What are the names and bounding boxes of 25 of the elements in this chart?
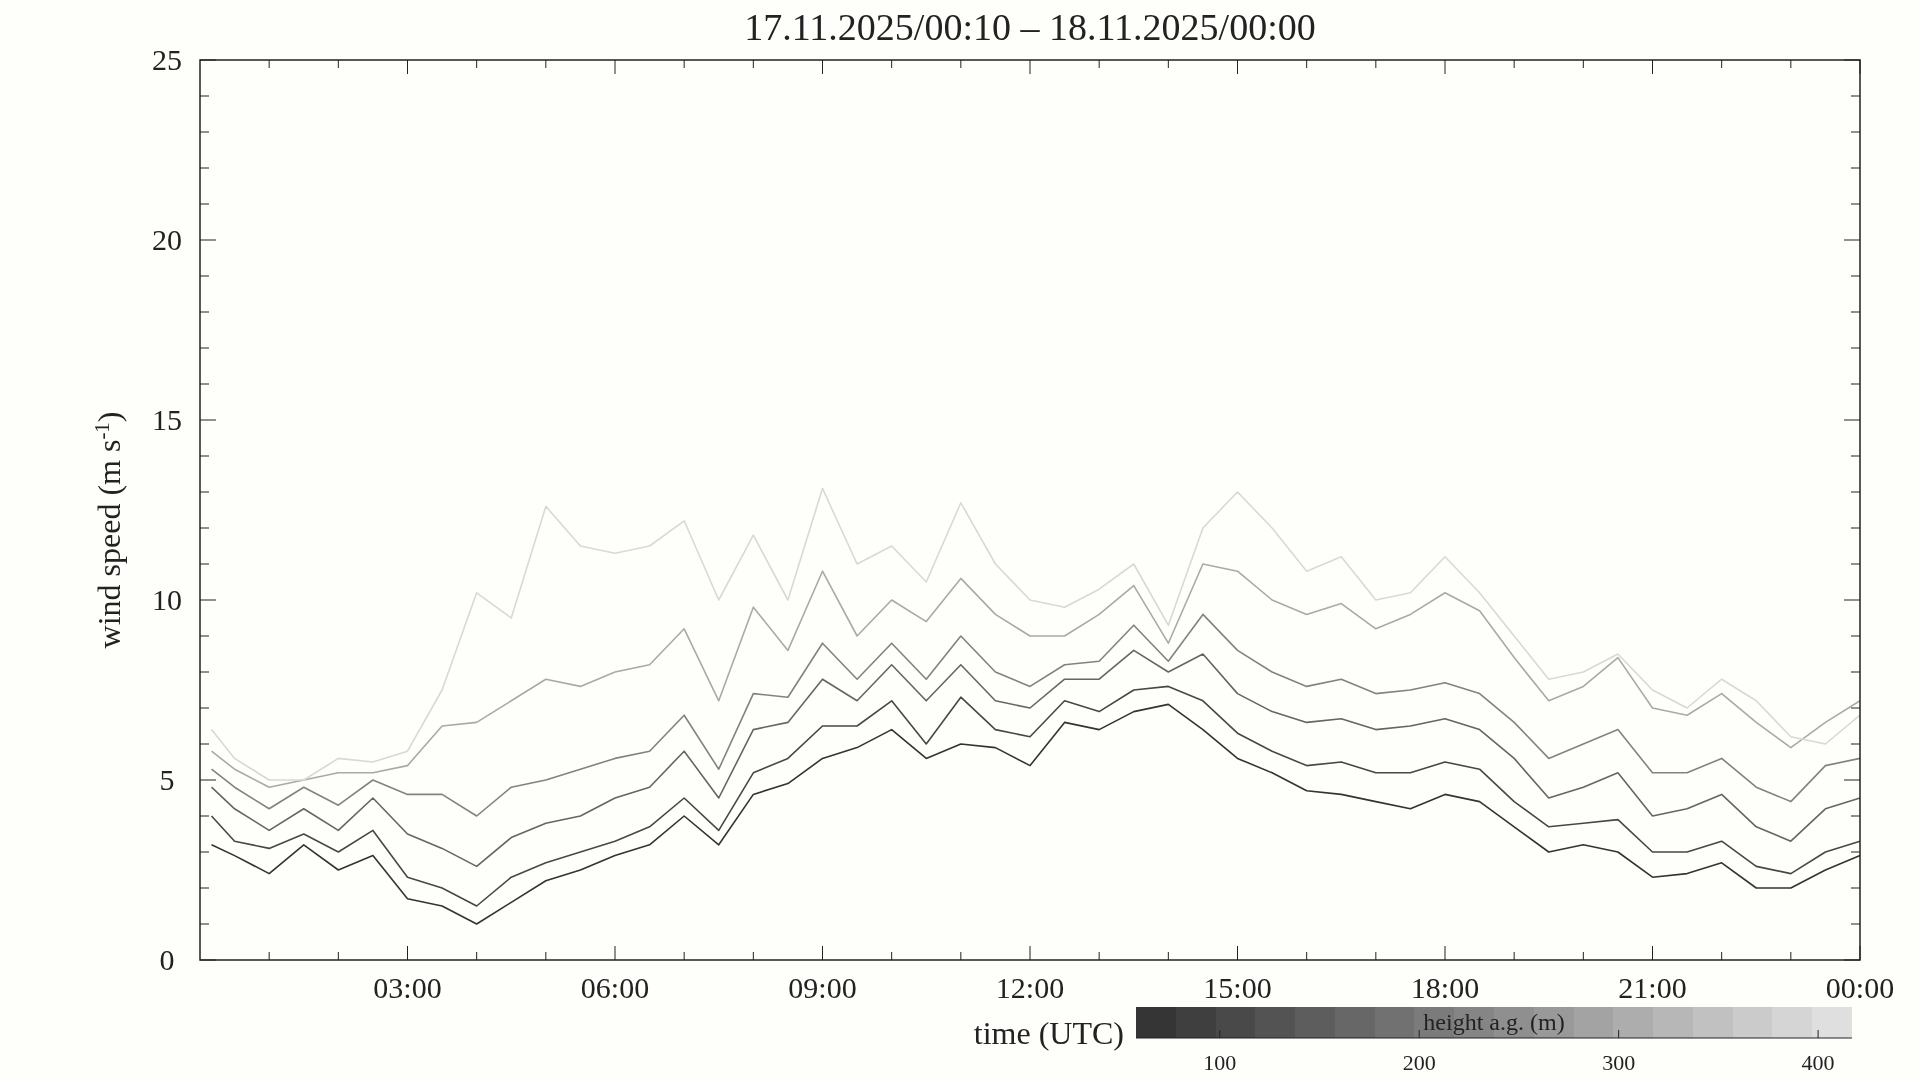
y-tick-label: 10 bbox=[152, 583, 182, 616]
color-bar-label: 100 bbox=[1203, 1050, 1237, 1075]
x-tick-label: 03:00 bbox=[373, 971, 442, 1004]
x-tick-label: 06:00 bbox=[580, 971, 650, 1004]
line-series bbox=[210, 563, 1861, 788]
line-series bbox=[210, 613, 1861, 817]
color-bar-label: 400 bbox=[1801, 1050, 1835, 1075]
color-bar-label: 200 bbox=[1402, 1050, 1436, 1075]
x-tick-label: 21:00 bbox=[1618, 971, 1687, 1004]
chart-title: 17.11.2025/00:10 – 18.11.2025/00:00 bbox=[744, 6, 1316, 48]
color-bar-title: height a.g. (m) bbox=[1423, 1009, 1565, 1035]
line-series bbox=[210, 487, 1861, 781]
x-tick-label: 15:00 bbox=[1203, 971, 1272, 1004]
y-tick-label: 5 bbox=[159, 763, 175, 796]
y-tick-label: 20 bbox=[152, 223, 182, 256]
x-axis-title: time (UTC) bbox=[973, 1015, 1124, 1051]
x-tick-label: 09:00 bbox=[788, 971, 857, 1004]
y-tick-label: 25 bbox=[152, 43, 182, 76]
x-tick-label: 18:00 bbox=[1410, 971, 1480, 1004]
color-bar-label: 300 bbox=[1602, 1050, 1636, 1075]
x-tick-label: 12:00 bbox=[995, 971, 1065, 1004]
line-series bbox=[210, 649, 1861, 868]
x-tick-label: 00:00 bbox=[1825, 971, 1895, 1004]
y-tick-label: 15 bbox=[152, 403, 182, 436]
y-tick-label: 0 bbox=[159, 943, 175, 976]
